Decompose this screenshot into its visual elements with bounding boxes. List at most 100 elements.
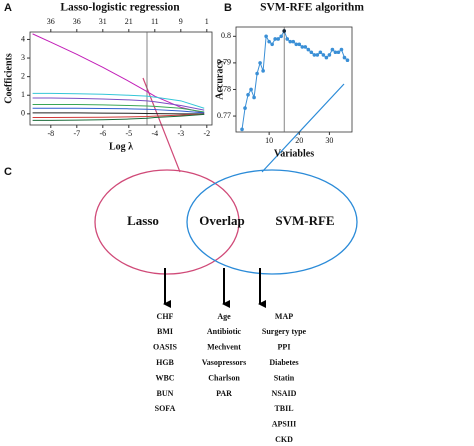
panel-label: C (4, 166, 12, 178)
data-point (282, 29, 287, 33)
data-point (264, 34, 268, 39)
series-line (32, 97, 205, 111)
data-point (279, 34, 283, 39)
data-point (345, 58, 350, 63)
top-tick-label: 1 (205, 17, 209, 26)
data-point (261, 69, 265, 73)
data-point (309, 50, 314, 55)
data-point (297, 42, 302, 47)
x-tick-label: 20 (295, 136, 303, 145)
data-point (285, 37, 290, 41)
x-tick-label: 30 (325, 136, 333, 145)
plot-frame (235, 26, 353, 133)
data-point (270, 42, 274, 47)
data-point (267, 39, 271, 44)
series-line (32, 113, 205, 121)
data-point (240, 127, 244, 132)
data-point (342, 55, 347, 60)
y-tick-label: 0.78 (217, 84, 231, 93)
x-axis-label: Variables (274, 148, 314, 159)
data-point (288, 39, 293, 44)
series-line (241, 29, 348, 130)
data-point (333, 50, 338, 55)
variable-item: Statin (274, 373, 295, 382)
data-point (258, 61, 262, 65)
variable-item: APSIII (272, 420, 296, 429)
data-point (324, 55, 329, 60)
top-tick-label: 21 (125, 17, 133, 26)
variable-item: CKD (275, 435, 293, 444)
variable-item: OASIS (153, 343, 178, 352)
variable-item: WBC (155, 373, 174, 382)
variable-item: Antibiotic (207, 327, 242, 336)
top-tick-label: 31 (99, 17, 107, 26)
y-tick-label: 0.79 (217, 58, 231, 67)
y-axis-label: Coefficients (3, 53, 14, 104)
set-label: SVM-RFE (275, 213, 334, 228)
data-point (243, 106, 247, 110)
x-tick-label: -6 (99, 129, 106, 138)
top-tick-label: 36 (47, 17, 55, 26)
set-label: Overlap (199, 213, 245, 228)
y-tick-label: 3 (21, 53, 25, 62)
variable-item: BMI (157, 327, 173, 336)
y-tick-label: 0.8 (221, 31, 231, 40)
panel-label: A (4, 2, 12, 14)
data-point (291, 39, 296, 44)
x-tick-label: -4 (151, 129, 158, 138)
data-point (339, 47, 344, 52)
series-line (32, 92, 205, 109)
x-tick-label: -5 (125, 129, 132, 138)
variable-item: BUN (157, 389, 174, 398)
variable-item: PPI (278, 343, 291, 352)
top-tick-label: 36 (73, 17, 81, 26)
variable-item: CHF (157, 312, 174, 321)
data-point (318, 50, 323, 55)
data-point (321, 53, 326, 57)
series-line (32, 33, 205, 114)
variable-item: Age (217, 312, 231, 321)
set-label: Lasso (127, 213, 159, 228)
y-axis-label: Accuracy (214, 59, 225, 100)
panel-label: B (224, 2, 232, 14)
variable-item: NSAID (272, 389, 297, 398)
series-line (32, 112, 205, 115)
variable-item: SOFA (155, 404, 176, 413)
venn-lasso (94, 169, 240, 275)
data-point (255, 71, 259, 76)
variable-item: MAP (275, 312, 293, 321)
series-line (32, 107, 205, 114)
variable-item: Diabetes (269, 358, 298, 367)
variable-item: HGB (156, 358, 174, 367)
venn-svm (186, 169, 358, 275)
y-tick-label: 0 (21, 109, 25, 118)
top-tick-label: 9 (179, 17, 183, 26)
series-line (32, 113, 205, 119)
data-point (276, 37, 280, 41)
top-tick-label: 11 (151, 17, 159, 26)
data-point (306, 47, 311, 52)
y-tick-label: 1 (21, 90, 25, 99)
data-point (336, 50, 341, 55)
x-tick-label: -7 (73, 129, 80, 138)
data-point (294, 42, 299, 47)
data-point (252, 95, 256, 100)
x-tick-label: 10 (265, 136, 273, 145)
chart-title: Lasso-logistic regression (60, 2, 180, 14)
x-tick-label: -8 (47, 129, 54, 138)
chart-title: SVM-RFE algorithm (260, 2, 364, 14)
x-tick-label: -2 (203, 129, 210, 138)
data-point (327, 53, 332, 57)
data-point (273, 37, 277, 41)
connector (261, 83, 345, 173)
y-tick-label: 0.77 (217, 111, 231, 120)
variable-item: Surgery type (262, 327, 307, 336)
variable-item: Charlson (208, 373, 240, 382)
y-tick-label: 2 (21, 71, 25, 80)
variable-item: PAR (216, 389, 232, 398)
data-point (300, 45, 305, 49)
data-point (312, 53, 317, 57)
data-point (315, 53, 320, 57)
plot-frame (29, 31, 213, 126)
